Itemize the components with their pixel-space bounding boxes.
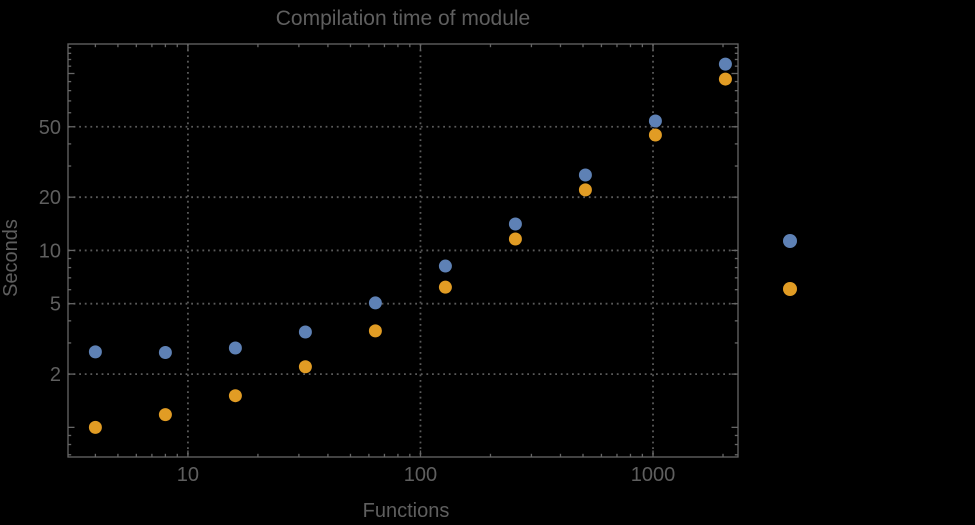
y-axis-label: Seconds (0, 219, 22, 297)
y-tick-label-5: 5 (50, 294, 61, 316)
legend-markers (783, 234, 797, 296)
gridlines (68, 44, 738, 457)
data-point-series-1-blue-x4 (88, 345, 102, 359)
tick-labels: 10 100 1000 2 5 10 20 50 (39, 117, 676, 486)
plot-title: Compilation time of module (276, 7, 530, 30)
data-point-series-1-blue-x128 (438, 259, 452, 273)
x-tick-label-10: 10 (177, 464, 199, 486)
x-tick-label-1000: 1000 (631, 464, 676, 486)
data-point-series-2-orange-x32 (298, 360, 312, 374)
data-point-series-1-blue-x1024 (648, 114, 662, 128)
legend-marker-blue (783, 234, 797, 248)
data-point-series-2-orange-x256 (508, 232, 522, 246)
y-tick-label-20: 20 (39, 187, 61, 209)
data-point-series-1-blue-x256 (508, 217, 522, 231)
legend-marker-orange (783, 282, 797, 296)
data-point-series-1-blue-x8 (158, 345, 172, 359)
y-tick-label-50: 50 (39, 117, 61, 139)
plot-frame (67, 43, 739, 458)
data-point-series-2-orange-x512 (578, 183, 592, 197)
data-point-series-2-orange-x16 (228, 389, 242, 403)
data-point-series-2-orange-x4 (88, 420, 102, 434)
data-point-series-2-orange-x1024 (648, 128, 662, 142)
data-point-series-2-orange-x8 (158, 408, 172, 422)
y-tick-label-10: 10 (39, 240, 61, 262)
data-point-series-2-orange-x128 (438, 280, 452, 294)
data-point-series-1-blue-x2048 (718, 57, 732, 71)
data-point-series-1-blue-x512 (578, 168, 592, 182)
data-point-series-1-blue-x32 (298, 325, 312, 339)
axis-ticks (68, 44, 738, 457)
x-axis-label: Functions (363, 500, 450, 522)
data-point-series-1-blue-x64 (368, 296, 382, 310)
data-point-series-2-orange-x64 (368, 324, 382, 338)
data-points (88, 57, 732, 434)
x-tick-label-100: 100 (404, 464, 437, 486)
data-point-series-1-blue-x16 (228, 341, 242, 355)
data-point-series-2-orange-x2048 (718, 72, 732, 86)
y-tick-label-2: 2 (50, 364, 61, 386)
